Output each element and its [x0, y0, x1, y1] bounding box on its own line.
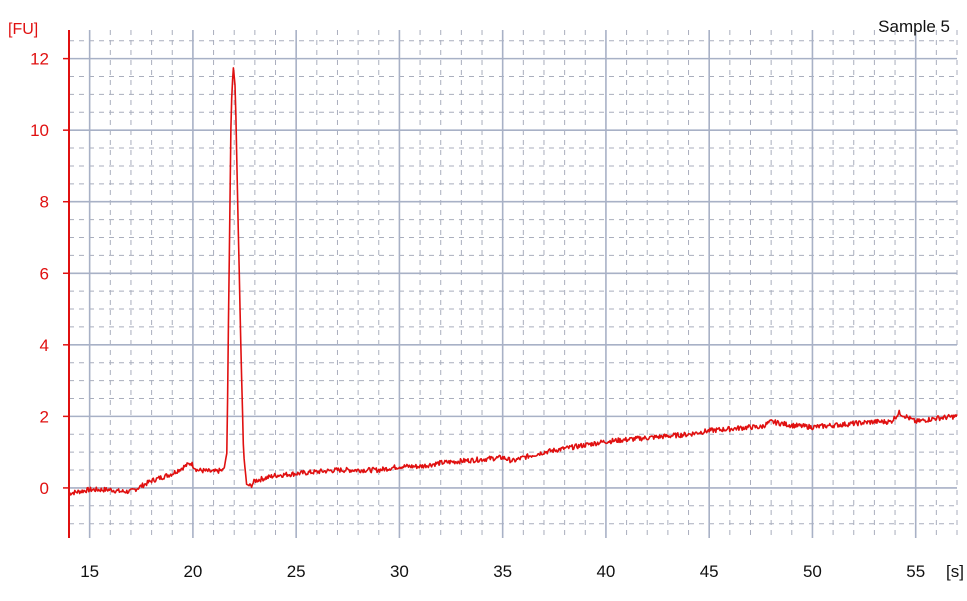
major-grid [69, 30, 957, 538]
y-tick-label: 6 [40, 264, 49, 283]
y-axis-label: [FU] [8, 21, 38, 38]
x-axis-label: [s] [946, 562, 964, 581]
sample-title: Sample 5 [878, 17, 950, 36]
y-tick-label: 2 [40, 407, 49, 426]
y-tick-label: 4 [40, 336, 49, 355]
y-tick-label: 0 [40, 479, 49, 498]
y-tick-label: 10 [30, 121, 49, 140]
y-tick-label: 8 [40, 193, 49, 212]
x-tick-label: 50 [803, 562, 822, 581]
x-tick-label: 40 [596, 562, 615, 581]
y-axis-ticks: 0 2 4 6 8 10 12 [30, 50, 69, 498]
series-line [68, 67, 958, 496]
x-axis-ticks: 15 20 25 30 35 40 45 50 55 [80, 562, 925, 581]
x-tick-label: 25 [287, 562, 306, 581]
x-tick-label: 45 [700, 562, 719, 581]
x-tick-label: 15 [80, 562, 99, 581]
x-tick-label: 20 [183, 562, 202, 581]
x-tick-label: 55 [906, 562, 925, 581]
x-tick-label: 30 [390, 562, 409, 581]
y-tick-label: 12 [30, 50, 49, 69]
minor-grid [68, 30, 958, 538]
x-tick-label: 35 [493, 562, 512, 581]
plot-area [69, 30, 957, 538]
